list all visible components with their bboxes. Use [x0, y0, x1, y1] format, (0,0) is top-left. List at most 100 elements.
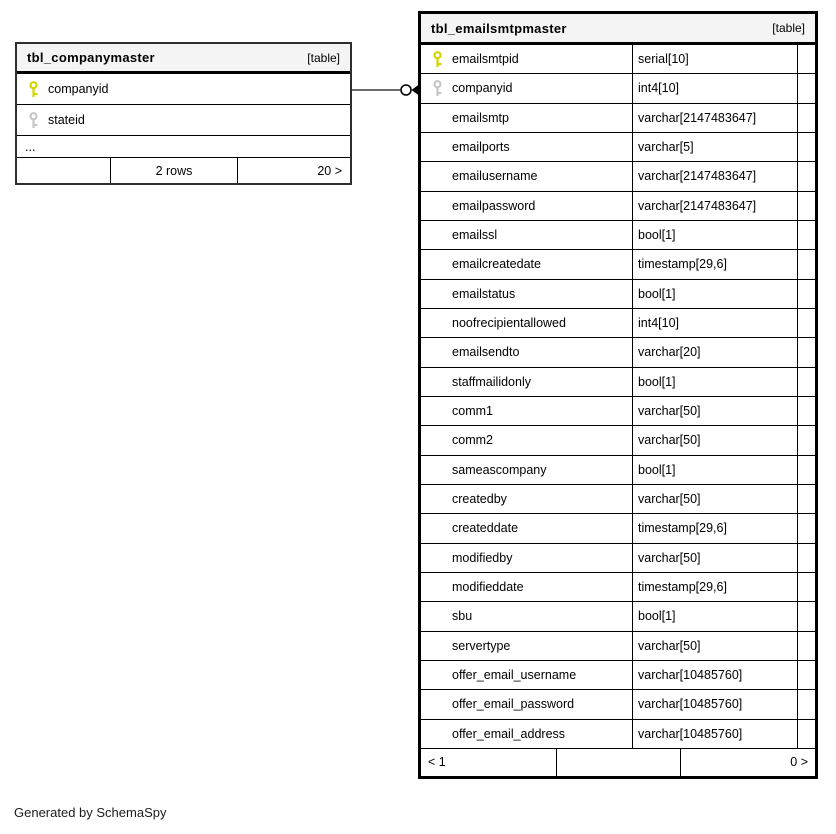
edge-anchor-cell: [797, 191, 815, 220]
column-name: companyid: [452, 81, 513, 96]
edge-anchor-cell: [797, 719, 815, 748]
column-list: companyid stateid: [17, 73, 350, 135]
footer-cell-left: [17, 158, 110, 183]
column-row: sbu bool[1]: [421, 601, 815, 631]
column-name: emailssl: [452, 228, 498, 243]
column-type: varchar[2147483647]: [632, 191, 797, 220]
column-name: createddate: [452, 521, 519, 536]
column-name: createdby: [452, 492, 507, 507]
column-type: varchar[10485760]: [632, 690, 797, 719]
zero-or-one-circle-marker: [400, 84, 412, 96]
arrowhead-marker: [411, 84, 419, 96]
column-name: offer_email_address: [452, 726, 566, 741]
column-row: emailusername varchar[2147483647]: [421, 161, 815, 191]
column-row: modifiedby varchar[50]: [421, 542, 815, 572]
column-row: sameascompany bool[1]: [421, 454, 815, 484]
column-name: offer_email_username: [452, 668, 577, 683]
column-type: varchar[10485760]: [632, 660, 797, 690]
key-icon: [432, 50, 443, 68]
column-name: modifiedby: [452, 550, 513, 565]
edge-anchor-cell: [797, 367, 815, 396]
column-type: timestamp[29,6]: [632, 250, 797, 279]
column-name: emailpassword: [452, 198, 536, 213]
child-tables-count: 0 >: [680, 748, 815, 776]
column-type: varchar[50]: [632, 396, 797, 426]
column-name: emailsmtp: [452, 110, 509, 125]
key-icon: [28, 80, 39, 98]
column-type: varchar[5]: [632, 132, 797, 162]
table-header: tbl_emailsmtpmaster [table]: [421, 14, 815, 44]
edge-anchor-cell: [797, 631, 815, 660]
column-row: createdby varchar[50]: [421, 483, 815, 514]
column-row: staffmailidonly bool[1]: [421, 366, 815, 396]
edge-anchor-cell: [797, 338, 815, 367]
column-type: bool[1]: [632, 220, 797, 250]
table-name: tbl_emailsmtpmaster: [431, 20, 567, 36]
column-name: comm2: [452, 433, 493, 448]
column-name: servertype: [452, 638, 511, 653]
column-row: modifieddate timestamp[29,6]: [421, 571, 815, 602]
column-row: emailpassword varchar[2147483647]: [421, 190, 815, 220]
edge-anchor-cell: [797, 690, 815, 719]
column-row: emailsmtp varchar[2147483647]: [421, 102, 815, 132]
generated-by-note: Generated by SchemaSpy: [14, 805, 167, 820]
column-name: emailusername: [452, 169, 538, 184]
key-icon: [432, 80, 443, 97]
column-row: offer_email_password varchar[10485760]: [421, 689, 815, 719]
table-node-tbl_emailsmtpmaster[interactable]: tbl_emailsmtpmaster [table] email: [418, 11, 818, 779]
column-type: varchar[50]: [632, 631, 797, 660]
edge-anchor-cell: [797, 426, 815, 455]
column-type: bool[1]: [632, 455, 797, 484]
column-row: companyid: [17, 73, 350, 104]
table-footer: 2 rows 20 >: [17, 157, 350, 183]
edge-anchor-cell: [797, 103, 815, 132]
column-name: sbu: [452, 609, 473, 624]
column-type: timestamp[29,6]: [632, 572, 797, 602]
table-header: tbl_companymaster [table]: [17, 44, 350, 73]
table-node-tbl_companymaster[interactable]: tbl_companymaster [table] company: [15, 42, 352, 185]
column-name: staffmailidonly: [452, 374, 531, 389]
column-name: emailports: [452, 140, 510, 155]
key-icon: [28, 111, 39, 129]
edge-anchor-cell: [797, 455, 815, 484]
column-type: int4[10]: [632, 74, 797, 103]
column-name: emailsmtpid: [452, 52, 519, 67]
column-row: companyid int4[10]: [421, 73, 815, 103]
column-row: offer_email_address varchar[10485760]: [421, 718, 815, 748]
edge-anchor-cell: [797, 279, 815, 308]
column-row: emailsendto varchar[20]: [421, 337, 815, 367]
edge-anchor-cell: [797, 484, 815, 514]
edge-anchor-cell: [797, 45, 815, 74]
column-row: stateid: [17, 104, 350, 135]
column-type: int4[10]: [632, 308, 797, 338]
edge-anchor-cell: [797, 514, 815, 543]
column-type: varchar[50]: [632, 426, 797, 455]
column-type: varchar[50]: [632, 543, 797, 572]
table-type-badge: [table]: [772, 21, 805, 35]
edge-anchor-cell: [797, 162, 815, 191]
edge-anchor-cell: [797, 132, 815, 162]
column-type: varchar[10485760]: [632, 719, 797, 748]
column-list: emailsmtpid serial[10]: [421, 44, 815, 748]
column-row: noofrecipientallowed int4[10]: [421, 307, 815, 338]
edge-anchor-cell: [797, 250, 815, 279]
edge-anchor-cell: [797, 220, 815, 250]
column-type: bool[1]: [632, 602, 797, 631]
relationship-connector: [352, 84, 419, 96]
column-type: varchar[20]: [632, 338, 797, 367]
row-count: 2 rows: [110, 158, 237, 183]
column-name: modifieddate: [452, 580, 524, 595]
column-row: emailstatus bool[1]: [421, 278, 815, 308]
table-footer: < 1 0 >: [421, 747, 815, 776]
edge-anchor-cell: [797, 602, 815, 631]
parent-tables-count: < 1: [428, 755, 446, 770]
column-name: companyid: [48, 82, 109, 96]
edge-anchor-cell: [797, 660, 815, 690]
column-name: emailsendto: [452, 345, 520, 360]
column-row: emailcreatedate timestamp[29,6]: [421, 249, 815, 279]
column-type: bool[1]: [632, 279, 797, 308]
footer-cell-center: [556, 748, 680, 776]
edge-anchor-cell: [797, 543, 815, 572]
column-row: emailssl bool[1]: [421, 219, 815, 250]
